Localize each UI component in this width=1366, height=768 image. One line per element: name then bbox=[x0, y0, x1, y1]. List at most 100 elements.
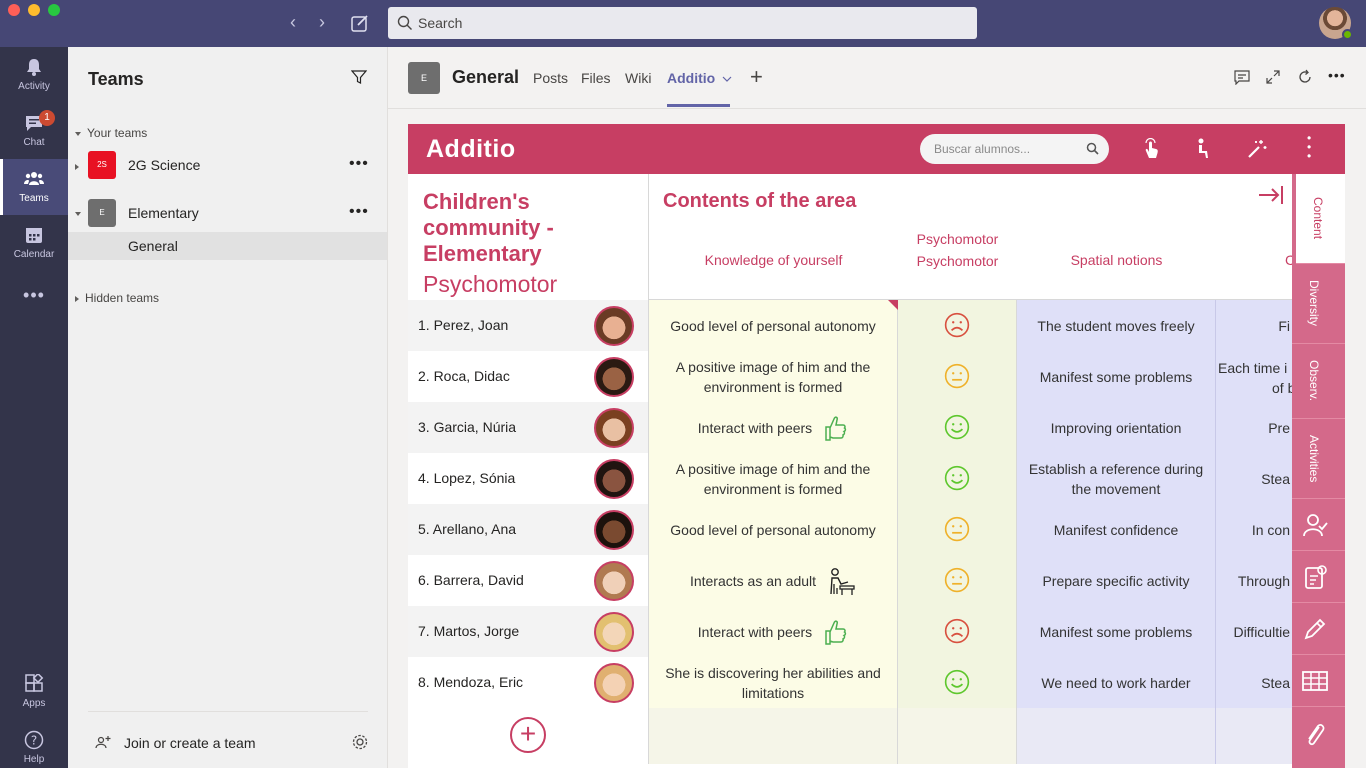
student-search-input[interactable]: Buscar alumnos... bbox=[920, 134, 1109, 164]
psychomotor-cell[interactable] bbox=[898, 606, 1017, 657]
neutral-face-icon bbox=[944, 567, 970, 593]
knowledge-cell[interactable]: A positive image of him and the environm… bbox=[649, 453, 898, 504]
back-arrow-icon[interactable]: ‹ bbox=[290, 12, 296, 32]
column-header-next[interactable]: C bbox=[1285, 249, 1292, 271]
spatial-cell[interactable]: Prepare specific activity bbox=[1017, 555, 1216, 606]
student-cell[interactable]: 7. Martos, Jorge bbox=[408, 606, 649, 657]
student-cell[interactable]: 6. Barrera, David bbox=[408, 555, 649, 606]
next-column-cell[interactable]: Stea bbox=[1216, 453, 1292, 504]
tab-wiki[interactable]: Wiki bbox=[625, 70, 652, 86]
spatial-cell[interactable]: We need to work harder bbox=[1017, 657, 1216, 708]
side-tab-attachments[interactable] bbox=[1292, 707, 1345, 768]
psychomotor-cell[interactable] bbox=[898, 351, 1017, 402]
student-cell[interactable]: 8. Mendoza, Eric bbox=[408, 657, 649, 708]
knowledge-cell[interactable]: Good level of personal autonomy bbox=[649, 504, 898, 555]
conversation-icon[interactable] bbox=[1234, 69, 1250, 85]
spatial-cell[interactable]: Establish a reference during the movemen… bbox=[1017, 453, 1216, 504]
expand-icon[interactable] bbox=[1265, 69, 1281, 85]
filter-icon[interactable] bbox=[351, 69, 367, 85]
psychomotor-cell[interactable] bbox=[898, 555, 1017, 606]
maximize-window-button[interactable] bbox=[48, 4, 60, 16]
column-header-psychomotor[interactable]: Psychomotor Psychomotor bbox=[898, 228, 1017, 272]
minimize-window-button[interactable] bbox=[28, 4, 40, 16]
tab-additio[interactable]: Additio bbox=[667, 70, 732, 86]
rail-item-apps[interactable]: Apps bbox=[0, 664, 68, 720]
tab-posts[interactable]: Posts bbox=[533, 70, 569, 86]
more-options-icon[interactable]: ••• bbox=[349, 155, 369, 172]
rail-item-calendar[interactable]: Calendar bbox=[0, 215, 68, 271]
hidden-teams-toggle[interactable]: Hidden teams bbox=[75, 291, 159, 305]
psychomotor-cell[interactable] bbox=[898, 402, 1017, 453]
rail-item-activity[interactable]: Activity bbox=[0, 47, 68, 103]
rail-item-help[interactable]: ? Help bbox=[0, 720, 68, 768]
side-tab-student[interactable] bbox=[1292, 499, 1345, 551]
knowledge-cell[interactable]: Interact with peers bbox=[649, 402, 898, 453]
student-name: 1. Perez, Joan bbox=[418, 317, 509, 333]
more-apps-button[interactable]: ••• bbox=[0, 271, 68, 327]
side-tab-grid[interactable] bbox=[1292, 655, 1345, 707]
spatial-cell[interactable]: Improving orientation bbox=[1017, 402, 1216, 453]
next-column-cell[interactable]: Pre bbox=[1216, 402, 1292, 453]
magic-wand-icon[interactable] bbox=[1246, 138, 1268, 160]
more-icon: ••• bbox=[23, 285, 45, 305]
vertical-more-icon[interactable]: • • • bbox=[1307, 131, 1312, 163]
side-tab-evaluation[interactable] bbox=[1292, 551, 1345, 603]
spatial-cell[interactable]: Manifest some problems bbox=[1017, 351, 1216, 402]
rail-item-chat[interactable]: 1 Chat bbox=[0, 103, 68, 159]
seated-person-icon[interactable] bbox=[1194, 138, 1212, 160]
more-options-icon[interactable]: ••• bbox=[1328, 67, 1346, 83]
side-tab-observ[interactable]: Observ. bbox=[1292, 344, 1345, 419]
rail-item-teams[interactable]: Teams bbox=[0, 159, 68, 215]
student-cell[interactable]: 4. Lopez, Sónia bbox=[408, 453, 649, 504]
column-header-spatial[interactable]: Spatial notions bbox=[1070, 252, 1163, 268]
spatial-cell[interactable]: The student moves freely bbox=[1017, 300, 1216, 351]
student-cell[interactable]: 2. Roca, Didac bbox=[408, 351, 649, 402]
cell-text: A positive image of him and the environm… bbox=[675, 358, 871, 395]
knowledge-cell[interactable]: Good level of personal autonomy bbox=[649, 300, 898, 351]
your-teams-toggle[interactable]: Your teams bbox=[75, 126, 147, 140]
spatial-cell[interactable]: Manifest confidence bbox=[1017, 504, 1216, 555]
collapse-panel-icon[interactable] bbox=[1257, 184, 1285, 206]
student-cell[interactable]: 1. Perez, Joan bbox=[408, 300, 649, 351]
channel-general[interactable]: General bbox=[68, 232, 387, 260]
psychomotor-cell[interactable] bbox=[898, 504, 1017, 555]
psychomotor-cell[interactable] bbox=[898, 453, 1017, 504]
compose-icon[interactable] bbox=[350, 13, 370, 33]
next-column-cell[interactable]: Stea bbox=[1216, 657, 1292, 708]
next-column-cell[interactable]: Fi bbox=[1216, 300, 1292, 351]
side-tab-content[interactable]: Content bbox=[1296, 174, 1345, 264]
student-cell[interactable]: 3. Garcia, Núria bbox=[408, 402, 649, 453]
student-cell[interactable]: 5. Arellano, Ana bbox=[408, 504, 649, 555]
forward-arrow-icon[interactable]: › bbox=[319, 12, 325, 32]
gear-icon[interactable] bbox=[351, 733, 369, 751]
refresh-icon[interactable] bbox=[1297, 69, 1313, 85]
next-column-cell[interactable]: In con bbox=[1216, 504, 1292, 555]
more-options-icon[interactable]: ••• bbox=[349, 203, 369, 220]
psychomotor-cell[interactable] bbox=[898, 300, 1017, 351]
knowledge-cell[interactable]: A positive image of him and the environm… bbox=[649, 351, 898, 402]
join-create-team-link[interactable]: Join or create a team bbox=[124, 735, 256, 751]
touch-icon[interactable] bbox=[1141, 138, 1161, 160]
student-name: 6. Barrera, David bbox=[418, 572, 524, 588]
psychomotor-cell[interactable] bbox=[898, 657, 1017, 708]
add-tab-button[interactable]: + bbox=[750, 64, 763, 89]
close-window-button[interactable] bbox=[8, 4, 20, 16]
next-column-cell[interactable]: Difficultie bbox=[1216, 606, 1292, 657]
side-tab-activities[interactable]: Activities bbox=[1292, 419, 1345, 499]
add-student-button[interactable]: + bbox=[510, 717, 546, 753]
next-column-cell[interactable]: Each time i of b bbox=[1216, 351, 1292, 402]
knowledge-cell[interactable]: Interact with peers bbox=[649, 606, 898, 657]
team-row-2g-science[interactable]: 2S 2G Science ••• bbox=[68, 145, 387, 189]
side-tab-diversity[interactable]: Diversity bbox=[1292, 264, 1345, 344]
team-row-elementary[interactable]: E Elementary ••• bbox=[68, 193, 387, 237]
column-header-knowledge[interactable]: Knowledge of yourself bbox=[704, 252, 843, 268]
knowledge-cell[interactable]: She is discovering her abilities and lim… bbox=[649, 657, 898, 708]
side-tab-notes[interactable] bbox=[1292, 603, 1345, 655]
knowledge-cell[interactable]: Interacts as an adult bbox=[649, 555, 898, 606]
tab-files[interactable]: Files bbox=[581, 70, 611, 86]
group-title: Children's community - Elementary bbox=[423, 189, 554, 266]
next-column-cell[interactable]: Through bbox=[1216, 555, 1292, 606]
search-input[interactable]: Search bbox=[388, 7, 977, 39]
spatial-cell[interactable]: Manifest some problems bbox=[1017, 606, 1216, 657]
add-team-icon[interactable] bbox=[94, 734, 112, 750]
